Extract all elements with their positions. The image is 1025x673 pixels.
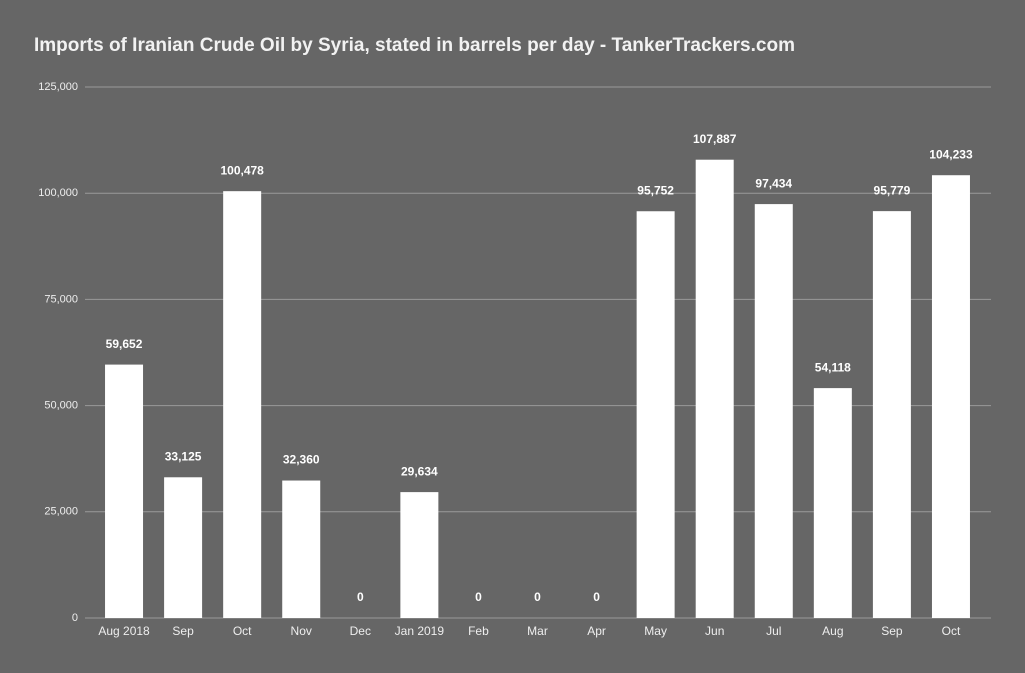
y-tick-label: 75,000 xyxy=(44,293,78,305)
x-tick-label: Aug 2018 xyxy=(98,624,150,638)
x-tick-label: Sep xyxy=(881,624,903,638)
bar xyxy=(754,204,793,618)
x-tick-label: Jan 2019 xyxy=(395,624,445,638)
value-label: 0 xyxy=(475,590,482,604)
bar xyxy=(223,191,262,619)
y-tick-label: 50,000 xyxy=(44,400,78,412)
value-label: 0 xyxy=(534,590,541,604)
x-tick-label: Feb xyxy=(468,624,489,638)
bar xyxy=(931,175,970,619)
x-tick-label: Apr xyxy=(587,624,606,638)
x-tick-label: Oct xyxy=(233,624,252,638)
x-tick-label: Aug xyxy=(822,624,843,638)
x-tick-label: Sep xyxy=(172,624,194,638)
x-tick-label: Mar xyxy=(527,624,548,638)
value-label: 100,478 xyxy=(220,163,264,177)
y-tick-label: 100,000 xyxy=(38,187,78,199)
value-label: 0 xyxy=(593,590,600,604)
x-tick-label: Jun xyxy=(705,624,724,638)
value-label: 29,634 xyxy=(401,464,438,478)
value-label: 95,779 xyxy=(874,183,911,197)
value-label: 54,118 xyxy=(815,360,851,374)
value-label: 97,434 xyxy=(755,176,792,190)
bar xyxy=(636,211,675,619)
x-tick-label: Oct xyxy=(942,624,961,638)
value-label: 59,652 xyxy=(106,337,143,351)
y-tick-label: 125,000 xyxy=(38,81,78,93)
y-tick-label: 25,000 xyxy=(44,506,78,518)
value-label: 32,360 xyxy=(283,453,320,467)
value-label: 95,752 xyxy=(637,183,674,197)
bar xyxy=(164,477,203,618)
x-tick-label: May xyxy=(644,624,667,638)
value-label: 104,233 xyxy=(929,147,973,161)
x-tick-label: Dec xyxy=(350,624,371,638)
bar xyxy=(400,492,439,618)
x-tick-label: Nov xyxy=(291,624,312,638)
bar xyxy=(813,388,852,618)
value-label: 0 xyxy=(357,590,364,604)
bar xyxy=(872,211,911,619)
bar xyxy=(695,159,734,618)
bar xyxy=(105,364,144,618)
bar xyxy=(282,480,321,618)
value-label: 33,125 xyxy=(165,449,202,463)
y-tick-label: 0 xyxy=(72,612,78,624)
value-label: 107,887 xyxy=(693,132,737,146)
chart-title: Imports of Iranian Crude Oil by Syria, s… xyxy=(34,35,795,56)
x-tick-label: Jul xyxy=(766,624,781,638)
